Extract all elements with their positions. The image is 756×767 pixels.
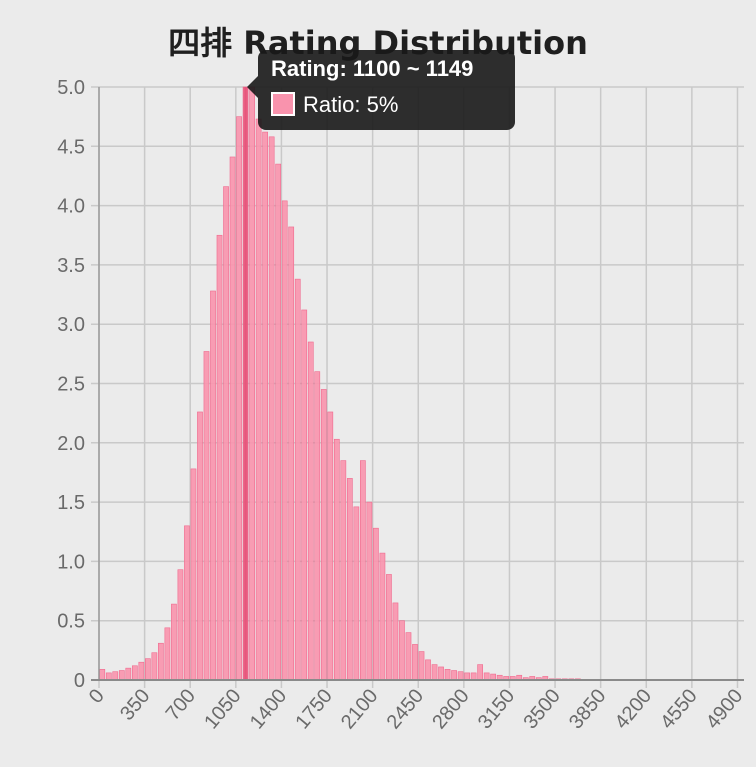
x-tick-label: 3850	[565, 685, 610, 733]
bar[interactable]	[177, 569, 184, 681]
bar[interactable]	[210, 290, 216, 681]
x-tick-label: 1050	[200, 685, 245, 733]
bar[interactable]	[197, 411, 203, 681]
x-tick-label: 4550	[656, 685, 701, 733]
bar[interactable]	[438, 666, 444, 681]
bar[interactable]	[99, 669, 106, 681]
bar[interactable]	[366, 501, 373, 681]
bar[interactable]	[444, 669, 451, 681]
bar[interactable]	[105, 672, 112, 681]
y-tick-label: 2.0	[57, 433, 85, 455]
bar[interactable]	[405, 632, 412, 681]
bar[interactable]	[379, 552, 386, 681]
bar[interactable]	[125, 667, 132, 681]
tooltip-title: Rating: 1100 ~ 1149	[271, 56, 474, 81]
bar[interactable]	[470, 672, 477, 681]
bar[interactable]	[249, 86, 255, 681]
bar[interactable]	[184, 525, 190, 681]
y-tick-label: 2.5	[57, 374, 85, 396]
y-tick-label: 3.0	[57, 314, 85, 336]
x-tick-label: 2100	[337, 685, 382, 733]
bar[interactable]	[216, 234, 223, 681]
bar[interactable]	[346, 478, 353, 681]
bar[interactable]	[131, 665, 138, 681]
bar[interactable]	[112, 671, 119, 681]
y-tick-label: 5.0	[57, 77, 85, 99]
y-tick-labels: 0 0.5 1.0 1.5 2.0 2.5 3.0 3.5 4.0 4.5 5.0	[57, 77, 85, 692]
bar[interactable]	[145, 658, 151, 681]
bar[interactable]	[418, 651, 425, 681]
bar[interactable]	[262, 131, 268, 681]
bar[interactable]	[164, 627, 171, 681]
tooltip-label: Ratio: 5%	[303, 92, 399, 117]
bar[interactable]	[223, 186, 229, 681]
x-tick-labels: 0 350 700 1050 1400 1750 2100 2450 2800 3150 3500 3…	[85, 685, 747, 733]
axes	[91, 87, 744, 681]
y-tick-label: 1.5	[57, 492, 85, 514]
bar[interactable]	[171, 603, 177, 681]
bar[interactable]	[118, 670, 125, 681]
bar[interactable]	[353, 506, 360, 681]
bar[interactable]	[399, 620, 405, 681]
bar[interactable]	[464, 672, 470, 681]
x-tick-label: 4200	[611, 685, 656, 733]
x-tick-label: 4900	[702, 685, 747, 733]
bar[interactable]	[281, 200, 288, 681]
bar[interactable]	[138, 661, 145, 681]
bar[interactable]	[320, 389, 327, 681]
x-tick-label: 2800	[428, 685, 473, 733]
bar[interactable]	[255, 118, 262, 681]
bar[interactable]	[268, 136, 275, 681]
bar[interactable]	[314, 371, 321, 681]
bar[interactable]	[333, 438, 340, 681]
x-tick-label: 0	[85, 685, 109, 708]
bar[interactable]	[457, 671, 464, 681]
bar[interactable]	[158, 642, 164, 681]
bar[interactable]	[151, 652, 158, 681]
bar[interactable]	[373, 527, 379, 681]
bar[interactable]	[451, 670, 457, 681]
bar-tooltip: Rating: 1100 ~ 1149 Ratio: 5%	[247, 50, 515, 130]
tooltip-swatch	[271, 92, 295, 116]
bar[interactable]	[236, 116, 242, 681]
y-tick-label: 4.5	[57, 136, 85, 158]
y-tick-label: 3.5	[57, 255, 85, 277]
y-tick-label: 0	[74, 670, 85, 692]
y-tick-label: 0.5	[57, 611, 85, 633]
bar[interactable]	[294, 278, 301, 681]
y-tick-label: 1.0	[57, 551, 85, 573]
bar[interactable]	[288, 226, 295, 681]
bar[interactable]	[190, 468, 197, 681]
x-tick-label: 3150	[474, 685, 519, 733]
bar[interactable]	[301, 309, 308, 681]
bar[interactable]	[340, 460, 347, 681]
bar[interactable]	[203, 351, 210, 681]
bar[interactable]	[307, 341, 314, 681]
bar[interactable]	[386, 574, 392, 681]
x-tick-label: 1400	[246, 685, 291, 733]
x-tick-label: 1750	[291, 685, 336, 733]
bar[interactable]	[327, 411, 334, 681]
x-tick-label: 700	[162, 685, 200, 725]
bar-group[interactable]	[99, 86, 581, 681]
bar[interactable]	[229, 156, 236, 681]
bar[interactable]	[412, 644, 418, 681]
x-tick-label: 2450	[383, 685, 428, 733]
x-tick-label: 350	[116, 685, 154, 725]
bar[interactable]	[431, 664, 438, 681]
bar[interactable]	[275, 163, 282, 681]
x-tick-label: 3500	[519, 685, 564, 733]
bar[interactable]	[425, 659, 431, 681]
bar[interactable]	[360, 460, 366, 681]
y-tick-label: 4.0	[57, 196, 85, 218]
bar[interactable]	[483, 672, 490, 681]
bar[interactable]	[477, 664, 483, 681]
bar[interactable]	[392, 602, 399, 681]
